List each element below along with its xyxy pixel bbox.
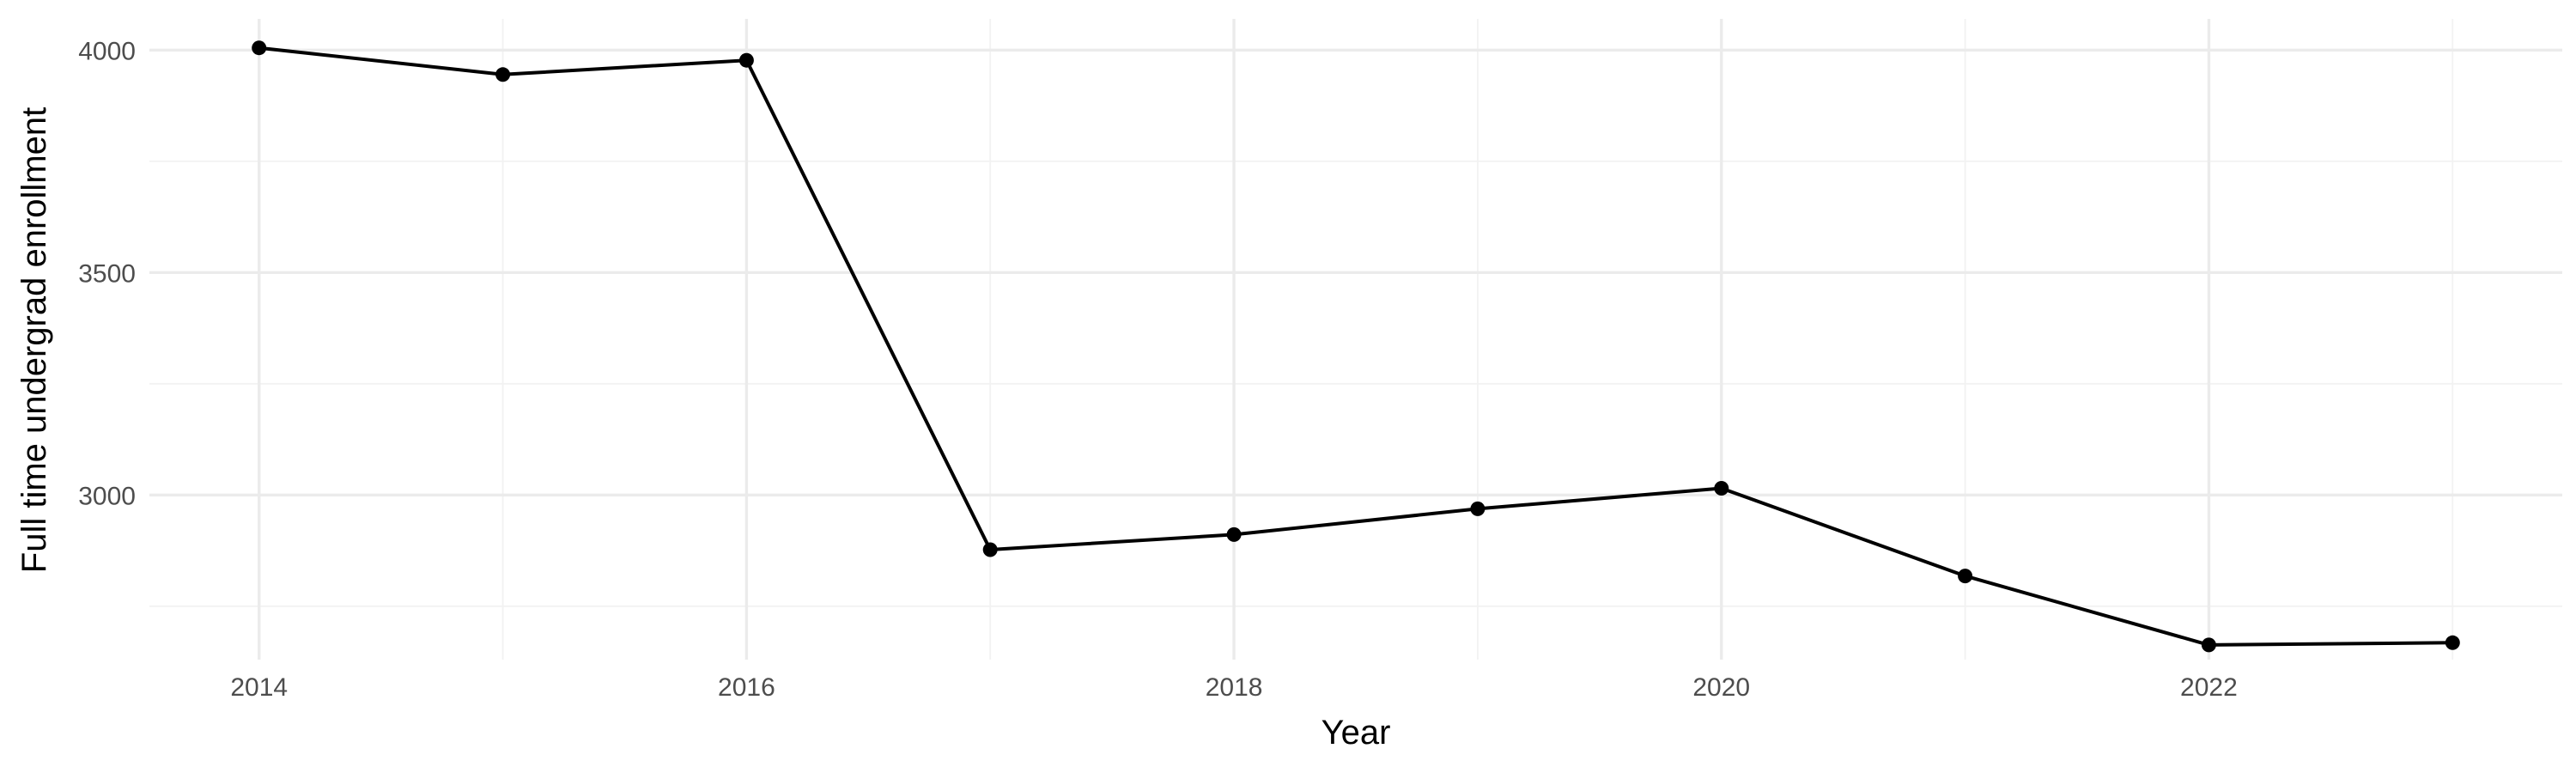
x-tick-label: 2022 [2180,673,2238,702]
x-tick-label: 2016 [718,673,775,702]
data-point [2445,635,2460,650]
y-axis-title: Full time undergrad enrollment [15,107,53,573]
x-tick-label: 2014 [230,673,288,702]
data-point [1470,501,1485,516]
data-point [495,67,511,82]
series-enrollment [252,40,2460,653]
y-tick-label: 4000 [78,37,136,65]
series-line [258,46,2453,647]
data-point [1958,569,1973,584]
y-tick-label: 3500 [78,259,136,288]
data-point [1714,481,1729,496]
data-point [982,542,998,557]
y-tick-label: 3000 [78,482,136,510]
data-point [1226,526,1242,542]
x-tick-label: 2018 [1206,673,1263,702]
gridlines [149,19,2562,660]
data-point [738,52,754,68]
tick-labels: 3000 3500 4000 2014 2016 2018 2020 2022 [78,37,2238,702]
x-tick-label: 2020 [1692,673,1750,702]
x-axis-title: Year [1321,714,1391,752]
data-point [252,40,267,56]
data-point [2201,637,2216,653]
